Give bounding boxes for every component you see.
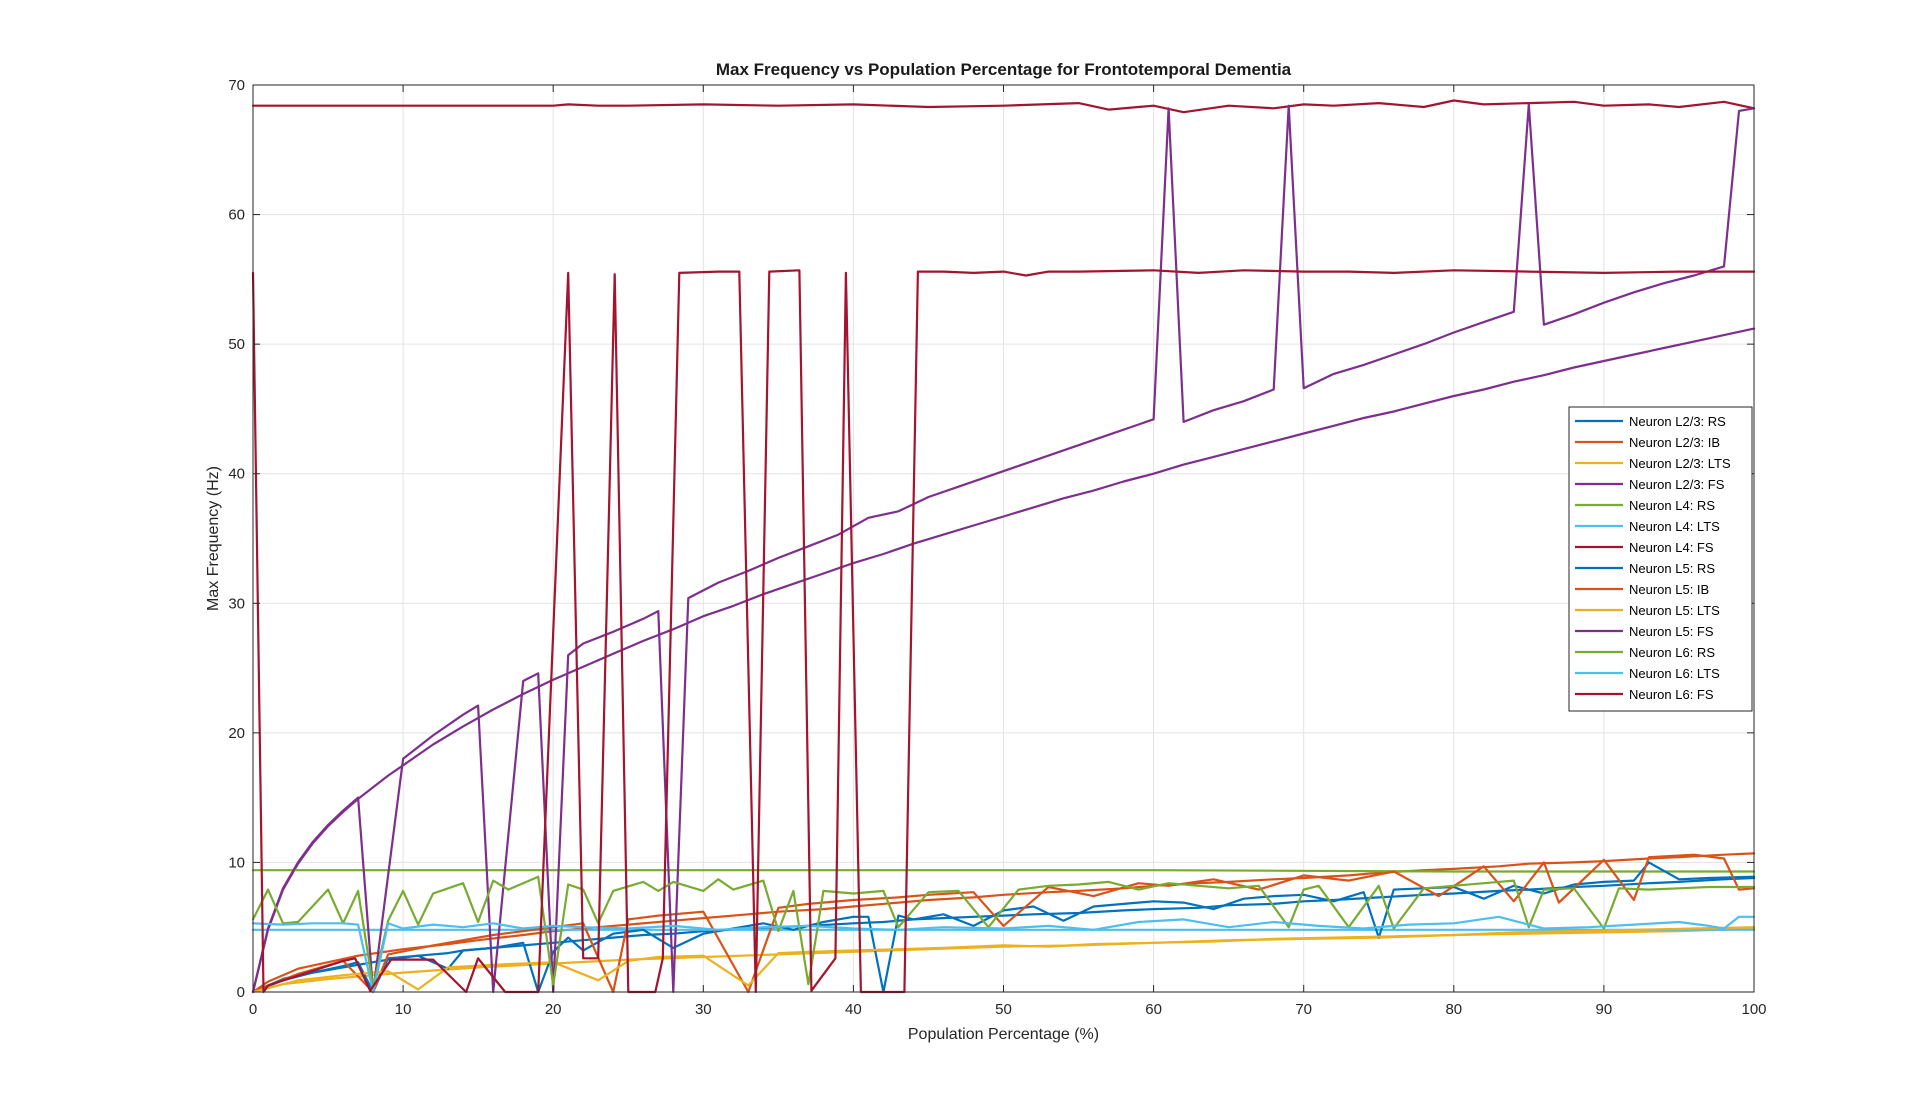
y-tick-label: 50	[228, 336, 245, 353]
legend-label: Neuron L2/3: IB	[1629, 435, 1720, 450]
y-tick-label: 30	[228, 595, 245, 612]
y-axis-label: Max Frequency (Hz)	[205, 466, 222, 611]
series-line-neuron-l6-rs	[251, 875, 1756, 988]
legend-label: Neuron L6: LTS	[1629, 666, 1720, 681]
x-tick-label: 100	[1741, 1001, 1766, 1018]
x-axis-label: Population Percentage (%)	[908, 1026, 1099, 1043]
legend-label: Neuron L2/3: RS	[1629, 414, 1726, 429]
series-line-neuron-l4-fs	[251, 99, 1756, 114]
legend-label: Neuron L5: LTS	[1629, 603, 1720, 618]
series-line-neuron-l4-rs	[251, 869, 1756, 873]
x-tick-label: 10	[395, 1001, 412, 1018]
series-line-neuron-l5-lts	[251, 926, 1756, 994]
series-line-neuron-l6-lts	[251, 915, 1756, 994]
legend-label: Neuron L2/3: FS	[1629, 477, 1725, 492]
legend-label: Neuron L4: FS	[1629, 540, 1714, 555]
legend-label: Neuron L5: FS	[1629, 624, 1714, 639]
axis-ticks: 0 10 20 30 40 50 60 70 80 90 100 0 10 20 30 40 50 60 70	[228, 77, 1766, 1018]
plot-lines	[251, 99, 1756, 994]
x-tick-label: 80	[1445, 1001, 1462, 1018]
x-tick-label: 90	[1596, 1001, 1613, 1018]
legend-label: Neuron L6: RS	[1629, 645, 1715, 660]
legend-box	[1568, 406, 1753, 712]
y-tick-label: 40	[228, 466, 245, 483]
legend-label: Neuron L5: IB	[1629, 582, 1709, 597]
y-tick-label: 60	[228, 207, 245, 224]
legend-label: Neuron L4: RS	[1629, 498, 1715, 513]
series-line-neuron-l2-3-fs	[251, 327, 1756, 994]
series-line-neuron-l2-3-ib	[251, 852, 1756, 994]
legend-label: Neuron L4: LTS	[1629, 519, 1720, 534]
x-tick-label: 40	[845, 1001, 862, 1018]
series-line-neuron-l5-rs	[251, 861, 1756, 994]
x-tick-label: 70	[1295, 1001, 1312, 1018]
x-tick-label: 30	[695, 1001, 712, 1018]
y-tick-label: 0	[237, 984, 245, 1001]
series-line-neuron-l5-fs	[251, 103, 1756, 994]
legend-label: Neuron L6: FS	[1629, 687, 1714, 702]
x-tick-label: 0	[249, 1001, 257, 1018]
y-tick-label: 20	[228, 725, 245, 742]
legend-label: Neuron L5: RS	[1629, 561, 1715, 576]
x-tick-label: 20	[545, 1001, 562, 1018]
y-tick-label: 70	[228, 77, 245, 94]
chart-title: Max Frequency vs Population Percentage f…	[716, 60, 1292, 79]
x-tick-label: 60	[1145, 1001, 1162, 1018]
legend: Neuron L2/3: RS Neuron L2/3: IB Neuron L2/…	[1568, 406, 1753, 712]
y-tick-label: 10	[228, 854, 245, 871]
legend-label: Neuron L2/3: LTS	[1629, 456, 1731, 471]
x-tick-label: 50	[995, 1001, 1012, 1018]
